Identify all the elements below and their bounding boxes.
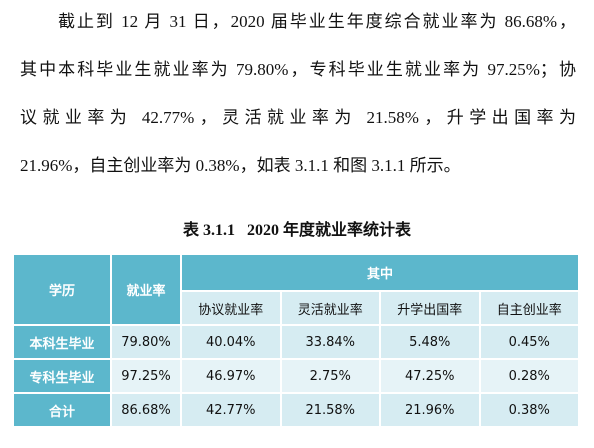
table-cell: 21.96% [379,392,481,428]
table-cell: 86.68% [110,392,182,428]
table-caption: 表 3.1.1 2020 年度就业率统计表 [182,222,411,239]
table-cell: 40.04% [180,324,282,360]
row-header: 专科生毕业 [12,358,112,394]
table-row: 专科生毕业 97.25% 46.97% 2.75% 47.25% 0.28% [12,358,580,394]
subheader-cell: 升学出国率 [379,290,481,326]
table-cell: 0.28% [478,358,580,394]
row-header: 合计 [12,392,112,428]
table-cell: 46.97% [180,358,282,394]
header-cell: 其中 [180,253,580,292]
table-cell: 47.25% [379,358,481,394]
table-body: 本科生毕业 79.80% 40.04% 33.84% 5.48% 0.45% 专科生毕业 97… [12,324,580,428]
text-line: 议就业率为 42.77%，灵活就业率为 21.58%，升学出国率为 [20,108,576,127]
table-cell: 79.80% [110,324,182,360]
header-cell: 就业率 [110,253,182,326]
text-line: 截止到 12 月 31 日，2020 届毕业生年度综合就业率为 86.68%， [58,12,576,31]
subheader-cell: 灵活就业率 [279,290,381,326]
table-row: 本科生毕业 79.80% 40.04% 33.84% 5.48% 0.45% [12,324,580,360]
subheader-cell: 自主创业率 [478,290,580,326]
table-cell: 2.75% [279,358,381,394]
text-line: 其中本科毕业生就业率为 79.80%，专科毕业生就业率为 97.25%；协 [20,60,576,79]
row-header: 本科生毕业 [12,324,112,360]
table-cell: 5.48% [379,324,481,360]
text-line: 21.96%，自主创业率为 0.38%，如表 3.1.1 和图 3.1.1 所示… [20,156,461,175]
paragraph: 截止到 12 月 31 日，2020 届毕业生年度综合就业率为 86.68%， … [20,0,576,192]
subheader-cell: 协议就业率 [180,290,282,326]
table-cell: 0.45% [478,324,580,360]
table-cell: 42.77% [180,392,282,428]
table-cell: 97.25% [110,358,182,394]
table: 学历 就业率 其中 协议就业率 灵活就业率 升学出国率 自主创业率 本科生毕业 7… [12,253,580,428]
header-cell: 学历 [12,253,112,326]
table-row: 合计 86.68% 42.77% 21.58% 21.96% 0.38% [12,392,580,428]
table-cell: 0.38% [478,392,580,428]
table-cell: 21.58% [279,392,381,428]
table-cell: 33.84% [279,324,381,360]
